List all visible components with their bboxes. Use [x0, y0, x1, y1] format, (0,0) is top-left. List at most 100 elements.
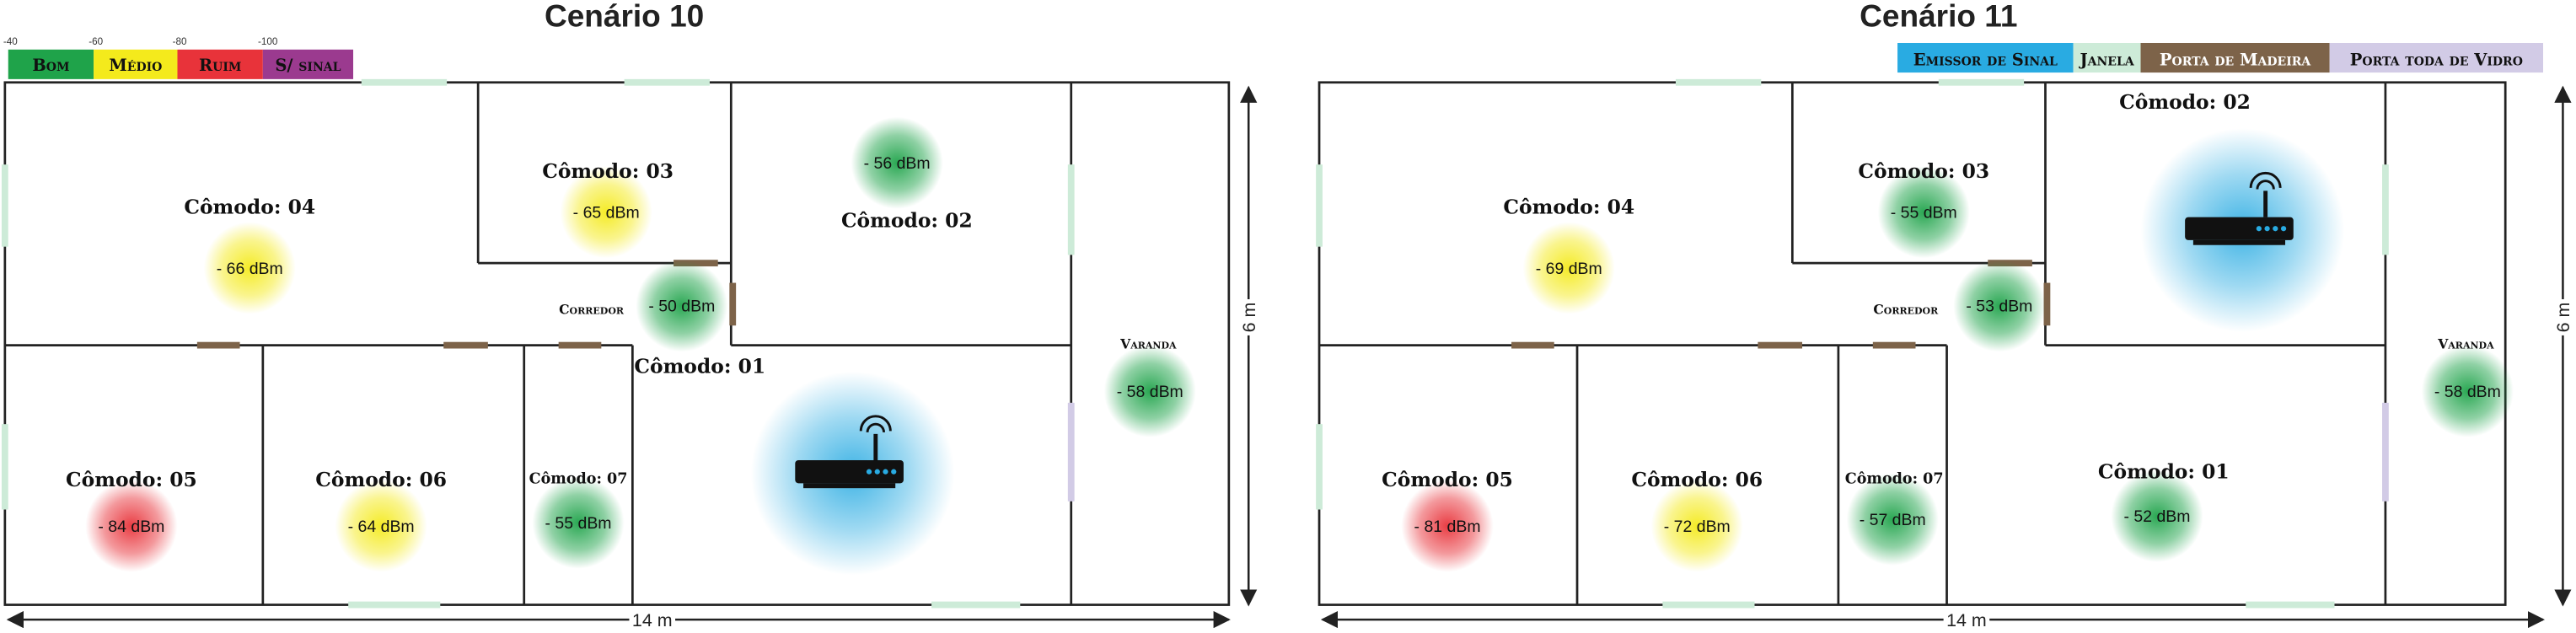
wood-door [196, 341, 240, 349]
height-label-bg [1238, 299, 1258, 335]
reading: - 66 dBm [217, 260, 283, 278]
reading: - 84 dBm [98, 518, 164, 536]
height-label-bg [2552, 299, 2573, 335]
window [1675, 78, 1762, 86]
room-label: Cômodo: 04 [1503, 196, 1634, 219]
window [2246, 601, 2335, 609]
width-label-bg [1943, 609, 1990, 630]
reading-spot [1650, 480, 1743, 572]
window [361, 78, 448, 86]
reading-spot [1877, 166, 1970, 259]
wood-door [1872, 341, 1916, 349]
scenario: Cenário 11 - 69 dBm Cômodo: 04 - 55 dBm Cômo… [1316, 0, 2573, 630]
signal-label: S/ sinal [275, 56, 341, 75]
wood-door [2043, 282, 2051, 326]
window [1, 164, 8, 247]
room-label: Cômodo: 07 [1845, 470, 1944, 487]
room-label: Cômodo: 03 [542, 159, 674, 183]
reading: - 57 dBm [1860, 511, 1926, 529]
signal-swatch [8, 49, 94, 79]
scenario-title: Cenário 10 [545, 0, 704, 34]
room-label: Varanda [1119, 336, 1177, 352]
room-label: Cômodo: 02 [841, 208, 973, 232]
wood-door [1758, 341, 1803, 349]
legend-swatch [2329, 42, 2544, 73]
glass-door [2382, 402, 2389, 502]
room-label: Cômodo: 06 [315, 468, 447, 491]
reading: - 64 dBm [348, 518, 415, 536]
signal-threshold: -60 [89, 36, 103, 47]
router-led [866, 469, 872, 475]
reading: - 55 dBm [545, 514, 612, 533]
signal-swatch [177, 49, 263, 79]
reading: - 65 dBm [573, 204, 640, 223]
reading: - 50 dBm [648, 298, 715, 316]
router-led [883, 469, 888, 475]
room-label: Cômodo: 06 [1631, 468, 1763, 491]
legend-label: Emissor de Sinal [1913, 50, 2058, 69]
reading-spot [1401, 480, 1494, 572]
router-led [891, 469, 897, 475]
window [2382, 164, 2389, 255]
window [1, 424, 8, 510]
height-label: 6 m [1239, 303, 1259, 333]
reading: - 81 dBm [1414, 518, 1481, 536]
reading-spot [2111, 469, 2203, 562]
signal-swatch [94, 49, 178, 79]
reading: - 69 dBm [1536, 260, 1602, 278]
window [624, 78, 710, 86]
reading: - 72 dBm [1664, 518, 1731, 536]
reading-spot [560, 166, 652, 259]
glass-door [1067, 402, 1075, 502]
router-wave [859, 415, 892, 432]
router-wave [2249, 171, 2282, 188]
room-label: Cômodo: 07 [529, 470, 628, 487]
router-body [795, 460, 904, 484]
window [1067, 164, 1075, 255]
signal-threshold: -40 [3, 36, 18, 47]
window [1316, 424, 1323, 510]
reading: - 58 dBm [2434, 383, 2501, 401]
room-label: Cômodo: 03 [1858, 159, 1989, 183]
router-led [2280, 226, 2287, 232]
reading: - 53 dBm [1966, 298, 2032, 316]
router-foot [2192, 239, 2286, 245]
window [1316, 164, 1323, 247]
window [348, 601, 441, 609]
signal-threshold: -100 [258, 36, 278, 47]
reading-spot [532, 476, 625, 569]
signal-swatch [262, 49, 354, 79]
legend-swatch [2140, 42, 2330, 73]
room-label: Corredor [1873, 302, 1939, 318]
window [1662, 601, 1755, 609]
router-wave [2256, 180, 2275, 190]
signal-threshold: -80 [173, 36, 187, 47]
outer-wall [1318, 81, 2507, 606]
scenario: Cenário 10 - 66 dBm Cômodo: 04 - 65 dBm Cômo… [1, 0, 1259, 630]
window [931, 601, 1021, 609]
router-body [2185, 217, 2294, 240]
room-label: Cômodo: 02 [2119, 90, 2251, 114]
reading-spot [1846, 473, 1939, 566]
reading-spot [851, 116, 943, 209]
router-wave [866, 422, 886, 433]
room-label: Cômodo: 05 [66, 468, 197, 491]
wood-door [729, 282, 737, 326]
reading-spot [203, 222, 296, 314]
room-label: Corredor [559, 302, 625, 318]
reading: - 55 dBm [1891, 204, 1957, 223]
router-led [2256, 226, 2262, 232]
reading-spot [2421, 345, 2514, 437]
wood-door [443, 341, 488, 349]
reading-spot [1103, 345, 1196, 437]
wood-door [1511, 341, 1554, 349]
reading-spot [636, 260, 728, 352]
reading-spot [1522, 222, 1615, 314]
room-label: Cômodo: 01 [634, 355, 765, 378]
legend-swatch [2073, 42, 2141, 73]
legend-label: Porta toda de Vidro [2350, 50, 2523, 69]
reading: - 52 dBm [2124, 507, 2191, 526]
legend-swatch [1897, 42, 2074, 73]
